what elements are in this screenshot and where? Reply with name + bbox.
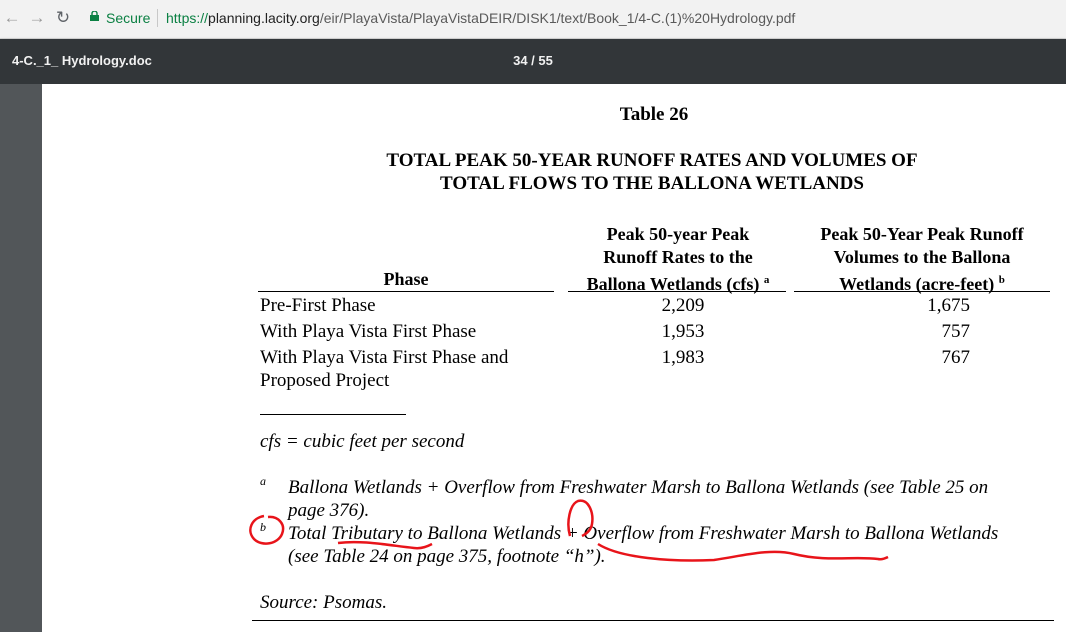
table-cell-rates: 1,953 bbox=[661, 321, 705, 342]
browser-toolbar: ← → ↻ Secure https://planning.lacity.org… bbox=[0, 0, 1066, 39]
pdf-document-title: 4-C._1_ Hydrology.doc bbox=[12, 53, 152, 68]
address-bar[interactable]: https://planning.lacity.org/eir/PlayaVis… bbox=[166, 10, 795, 26]
table-heading-line-1: TOTAL PEAK 50-YEAR RUNOFF RATES AND VOLU… bbox=[386, 150, 918, 171]
footnote-a-marker: a bbox=[260, 474, 266, 488]
rates-header-line-1: Peak 50-year Peak bbox=[606, 224, 750, 244]
footnote-separator bbox=[260, 414, 406, 415]
table-cell-volumes: 767 bbox=[941, 347, 971, 368]
url-path: /eir/PlayaVista/PlayaVistaDEIR/DISK1/tex… bbox=[319, 10, 796, 26]
table-cell-volumes: 757 bbox=[941, 321, 971, 342]
source-note: Source: Psomas. bbox=[260, 592, 387, 613]
url-host: planning.lacity.org bbox=[208, 10, 320, 26]
table-cell-phase: With Playa Vista First Phase and Propose… bbox=[260, 346, 560, 392]
page-counter[interactable]: 34 / 55 bbox=[513, 53, 553, 68]
cfs-definition: cfs = cubic feet per second bbox=[260, 431, 465, 452]
footnote-a-line-2: page 376). bbox=[288, 500, 370, 521]
lock-icon bbox=[90, 11, 99, 21]
rates-header-line-3: Ballona Wetlands (cfs) bbox=[586, 274, 760, 294]
rates-footnote-marker: a bbox=[763, 274, 770, 286]
url-separator bbox=[157, 9, 158, 27]
header-rule-volumes bbox=[794, 291, 1050, 292]
circle-around-footnote-b-marker bbox=[249, 514, 285, 545]
rates-header-line-2: Runoff Rates to the bbox=[603, 247, 753, 267]
volumes-footnote-marker: b bbox=[998, 274, 1005, 286]
footnote-a-line-1: Ballona Wetlands + Overflow from Freshwa… bbox=[288, 477, 989, 498]
column-header-runoff-volumes: Peak 50-Year Peak Runoff Volumes to the … bbox=[794, 223, 1050, 296]
pdf-toolbar: 4-C._1_ Hydrology.doc 34 / 55 bbox=[0, 39, 1066, 84]
phase-line-2: Proposed Project bbox=[260, 370, 390, 391]
table-title: Table 26 bbox=[619, 104, 689, 125]
volumes-header-line-1: Peak 50-Year Peak Runoff bbox=[820, 224, 1024, 244]
phase-line-1: With Playa Vista First Phase and bbox=[260, 347, 509, 368]
header-rule-rates bbox=[568, 291, 786, 292]
footnote-b-line-2: (see Table 24 on page 375, footnote “h”)… bbox=[288, 546, 606, 567]
table-cell-phase: With Playa Vista First Phase bbox=[260, 321, 477, 342]
column-header-runoff-rates: Peak 50-year Peak Runoff Rates to the Ba… bbox=[570, 223, 786, 296]
url-scheme: https:// bbox=[166, 10, 209, 26]
header-rule-phase bbox=[258, 291, 554, 292]
bottom-rule bbox=[252, 620, 1054, 621]
underline-overflow-phrase bbox=[597, 542, 889, 562]
footnote-b-marker: b bbox=[260, 520, 266, 534]
back-arrow-icon[interactable]: ← bbox=[3, 8, 21, 27]
reload-icon[interactable]: ↻ bbox=[55, 8, 71, 27]
table-cell-rates: 2,209 bbox=[661, 295, 705, 316]
volumes-header-line-2: Volumes to the Ballona bbox=[833, 247, 1011, 267]
footnote-b-line-1: Total Tributary to Ballona Wetlands + Ov… bbox=[288, 523, 999, 544]
table-cell-phase: Pre-First Phase bbox=[260, 295, 376, 316]
table-heading-line-2: TOTAL FLOWS TO THE BALLONA WETLANDS bbox=[440, 173, 864, 194]
table-cell-rates: 1,983 bbox=[661, 347, 705, 368]
table-cell-volumes: 1,675 bbox=[927, 295, 970, 316]
volumes-header-line-3: Wetlands (acre-feet) bbox=[839, 274, 995, 294]
column-header-phase: Phase bbox=[383, 269, 429, 289]
pdf-page: Table 26 TOTAL PEAK 50-YEAR RUNOFF RATES… bbox=[42, 84, 1066, 632]
forward-arrow-icon[interactable]: → bbox=[28, 8, 46, 27]
secure-label[interactable]: Secure bbox=[106, 10, 151, 26]
